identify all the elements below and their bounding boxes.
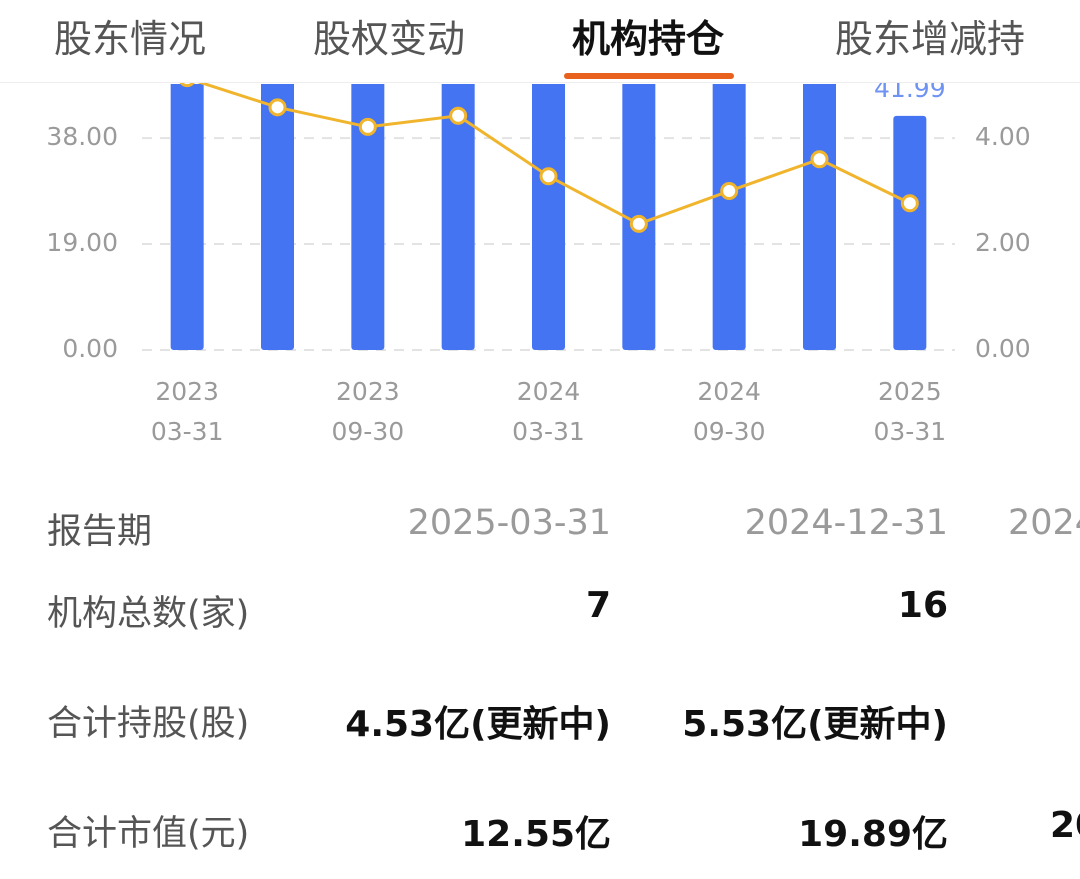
tab[interactable]: 股东增减持 <box>834 17 1026 61</box>
tab[interactable]: 股东情况 <box>53 17 207 61</box>
y2-tick-label: 0.00 <box>975 334 1031 363</box>
cell-value: 12.55亿 <box>461 814 611 855</box>
cell-value: 7 <box>585 585 611 626</box>
header-date: 2024-12-31 <box>744 503 948 543</box>
line-point <box>539 167 558 186</box>
tab[interactable]: 股权变动 <box>312 17 466 61</box>
tab[interactable]: 机构持仓 <box>571 17 725 61</box>
cell-value: 5.53亿(更新中) <box>682 704 948 745</box>
x-tick-label: 2023 03-31 <box>150 377 224 446</box>
bar <box>893 115 927 351</box>
line-point <box>900 194 919 213</box>
row-label: 合计市值(元) <box>47 814 250 854</box>
line-point <box>449 106 468 125</box>
x-tick-label: 2025 03-31 <box>873 377 947 446</box>
row-label: 机构总数(家) <box>47 594 250 634</box>
bars <box>170 84 927 351</box>
line-point <box>810 150 829 169</box>
x-tick-label: 2023 09-30 <box>331 377 405 446</box>
x-tick-label: 2024 09-30 <box>692 377 766 446</box>
y-tick-label: 0.00 <box>62 334 118 363</box>
x-tick-label: 2024 03-31 <box>512 377 585 446</box>
active-tab-indicator <box>564 73 734 79</box>
cell-value: 16 <box>897 585 948 626</box>
cell-value: 4.53亿(更新中) <box>345 704 611 745</box>
header-date: 2024 <box>1008 503 1080 543</box>
bar <box>622 84 656 350</box>
y2-tick-label: 2.00 <box>975 228 1031 257</box>
bar <box>351 84 385 350</box>
cell-value: 19.89亿 <box>798 814 948 855</box>
line-point <box>358 117 377 136</box>
y-tick-label: 38.00 <box>46 122 118 151</box>
row-label: 合计持股(股) <box>47 704 250 744</box>
bar <box>441 84 475 350</box>
cell-value: 20 <box>1050 805 1080 846</box>
tab-bar: 股东情况 股权变动 机构持仓 股东增减持 <box>0 0 1080 83</box>
y2-tick-label: 4.00 <box>975 122 1031 151</box>
line-point <box>629 214 648 233</box>
bar <box>261 84 294 350</box>
line-point <box>268 98 287 117</box>
header-label: 报告期 <box>47 512 153 552</box>
y-tick-label: 19.00 <box>46 228 118 257</box>
bar <box>170 84 204 350</box>
bar <box>712 84 746 350</box>
bar <box>803 84 836 350</box>
line-point <box>720 182 739 201</box>
bar <box>532 84 565 350</box>
header-date: 2025-03-31 <box>407 503 611 543</box>
